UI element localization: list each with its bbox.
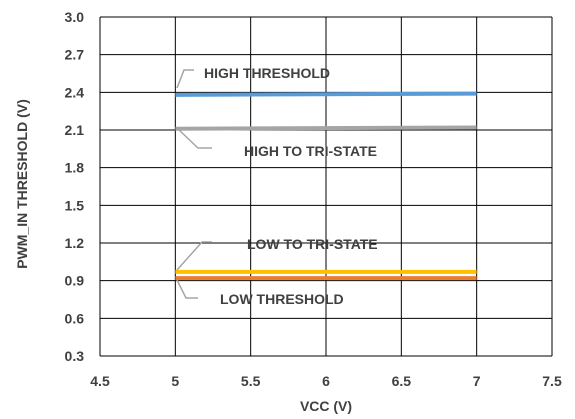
x-tick-label: 4.5	[90, 373, 110, 389]
y-tick-label: 2.7	[65, 47, 85, 63]
x-tick-label: 5	[171, 373, 179, 389]
y-tick-label: 2.4	[65, 84, 85, 100]
annotation-leader-high-to-tri-state	[176, 127, 212, 149]
annotation-leader-high-threshold	[176, 69, 194, 89]
series-line-high-to-tri-state	[175, 125, 477, 131]
annotation-label-low-to-tri-state: LOW TO TRI-STATE	[247, 236, 378, 252]
y-tick-label: 0.3	[65, 348, 85, 364]
annotation-leaders	[176, 69, 212, 299]
annotation-leader-low-threshold	[176, 279, 198, 299]
y-tick-label: 1.8	[65, 160, 85, 176]
y-tick-label: 3.0	[65, 9, 85, 25]
series-lines	[175, 91, 477, 281]
x-axis-title: VCC (V)	[300, 398, 352, 414]
y-tick-label: 2.1	[65, 122, 85, 138]
x-tick-label: 6	[322, 373, 330, 389]
annotation-label-high-threshold: HIGH THRESHOLD	[204, 65, 330, 81]
x-tick-label: 5.5	[241, 373, 261, 389]
annotation-label-low-threshold: LOW THRESHOLD	[220, 291, 344, 307]
y-axis-title: PWM_IN THRESHOLD (V)	[14, 99, 30, 269]
annotation-label-high-to-tri-state: HIGH TO TRI-STATE	[244, 143, 377, 159]
y-tick-label: 0.6	[65, 310, 85, 326]
y-tick-label: 0.9	[65, 273, 85, 289]
x-tick-label: 7	[473, 373, 481, 389]
series-annotations: HIGH THRESHOLD HIGH TO TRI-STATE LOW TO TR…	[204, 65, 378, 307]
tick-labels: 0.3 0.6 0.9 1.2 1.5 1.8 2.1 2.4 2.7 3.0 4.5 5 5.5 6 6.…	[65, 9, 562, 389]
gridlines	[99, 16, 553, 357]
y-tick-label: 1.2	[65, 235, 85, 251]
y-tick-label: 1.5	[65, 197, 85, 213]
annotation-leader-low-to-tri-state	[176, 241, 212, 271]
series-line-high-threshold	[175, 91, 477, 97]
x-tick-label: 7.5	[542, 373, 562, 389]
x-tick-label: 6.5	[392, 373, 412, 389]
